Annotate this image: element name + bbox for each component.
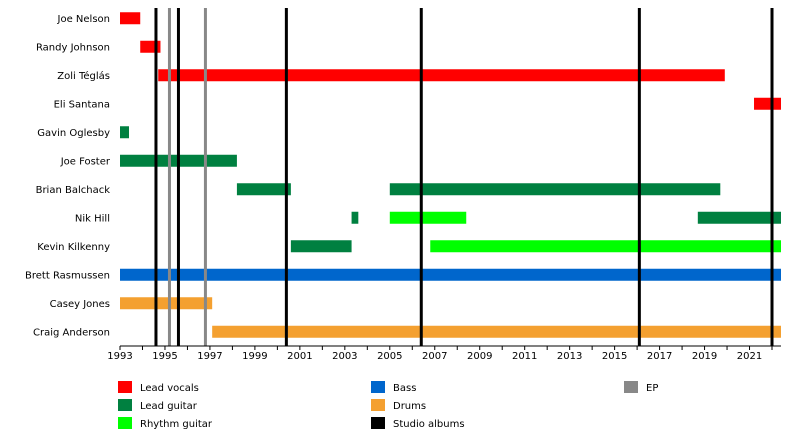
x-tick-label-1993: 1993: [107, 351, 132, 362]
bar-gavin-oglesby-0: [120, 126, 129, 139]
x-tick-label-2019: 2019: [692, 351, 717, 362]
x-tick-label-2007: 2007: [422, 351, 447, 362]
bar-kevin-kilkenny-1: [430, 240, 781, 253]
legend-swatch-studio-albums: [371, 417, 385, 429]
bar-eli-santana-0: [754, 97, 781, 110]
x-tick-label-2011: 2011: [512, 351, 537, 362]
x-tick-label-2003: 2003: [332, 351, 357, 362]
bar-brian-balchack-0: [236, 183, 291, 196]
x-tick-label-2021: 2021: [737, 351, 762, 362]
x-tick-label-1995: 1995: [152, 351, 177, 362]
bar-zoli-t-gl-s-0: [158, 69, 725, 82]
member-label-brett-rasmussen: Brett Rasmussen: [25, 270, 110, 281]
member-label-randy-johnson: Randy Johnson: [36, 42, 110, 53]
member-label-zoli-t-gl-s: Zoli Téglás: [57, 70, 110, 82]
member-label-gavin-oglesby: Gavin Oglesby: [37, 128, 110, 139]
legend-swatch-bass: [371, 381, 385, 393]
legend-label-ep: EP: [646, 383, 658, 394]
x-tick-label-1999: 1999: [242, 351, 267, 362]
x-tick-label-2005: 2005: [377, 351, 402, 362]
x-tick-label-2017: 2017: [647, 351, 672, 362]
bar-brian-balchack-1: [389, 183, 721, 196]
legend-swatch-lead-vocals: [118, 381, 132, 393]
x-axis: 1993 1995 1997 1999 2001 2003 2005 2007 2009 2011…: [107, 345, 781, 362]
legend-swatch-lead-guitar: [118, 399, 132, 411]
member-label-craig-anderson: Craig Anderson: [33, 327, 110, 338]
member-label-kevin-kilkenny: Kevin Kilkenny: [37, 242, 110, 253]
x-tick-label-1997: 1997: [197, 351, 222, 362]
legend-label-bass: Bass: [393, 383, 416, 394]
bar-nik-hill-0: [351, 211, 359, 224]
member-label-joe-nelson: Joe Nelson: [57, 14, 110, 25]
member-labels: Joe Nelson Randy Johnson Zoli Téglás Eli Sa…: [25, 14, 111, 339]
x-tick-label-2015: 2015: [602, 351, 627, 362]
legend-label-drums: Drums: [393, 401, 426, 412]
bar-kevin-kilkenny-0: [290, 240, 352, 253]
legend-swatch-ep: [624, 381, 638, 393]
x-tick-label-2009: 2009: [467, 351, 492, 362]
bars-layer: [120, 12, 781, 338]
legend-label-studio-albums: Studio albums: [393, 419, 465, 430]
member-label-eli-santana: Eli Santana: [54, 99, 110, 110]
bar-casey-jones-0: [120, 297, 213, 310]
bar-nik-hill-1: [389, 211, 467, 224]
legend: Lead vocals Lead guitar Rhythm guitar Bass D…: [118, 381, 658, 430]
release-lines-layer: [154, 8, 774, 346]
legend-label-rhythm-guitar: Rhythm guitar: [140, 419, 213, 430]
legend-swatch-rhythm-guitar: [118, 417, 132, 429]
legend-swatch-drums: [371, 399, 385, 411]
x-tick-label-2001: 2001: [287, 351, 312, 362]
bar-craig-anderson-0: [212, 325, 781, 338]
member-label-joe-foster: Joe Foster: [60, 156, 111, 167]
bar-brett-rasmussen-0: [120, 268, 781, 281]
member-label-nik-hill: Nik Hill: [75, 213, 110, 224]
x-tick-label-2013: 2013: [557, 351, 582, 362]
bar-joe-nelson-0: [120, 12, 141, 25]
legend-label-lead-vocals: Lead vocals: [140, 383, 199, 394]
member-label-casey-jones: Casey Jones: [50, 299, 110, 310]
bar-nik-hill-2: [697, 211, 781, 224]
legend-label-lead-guitar: Lead guitar: [140, 401, 198, 412]
member-label-brian-balchack: Brian Balchack: [36, 185, 111, 196]
